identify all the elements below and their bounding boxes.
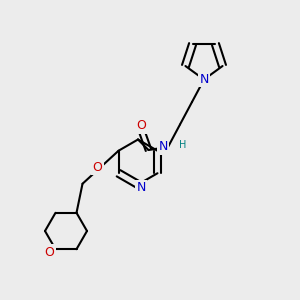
Text: H: H <box>178 140 186 151</box>
Text: O: O <box>93 161 103 174</box>
Text: N: N <box>136 181 146 194</box>
Text: O: O <box>45 246 54 259</box>
Text: O: O <box>136 119 146 133</box>
Text: N: N <box>199 73 209 86</box>
Text: N: N <box>159 140 168 154</box>
